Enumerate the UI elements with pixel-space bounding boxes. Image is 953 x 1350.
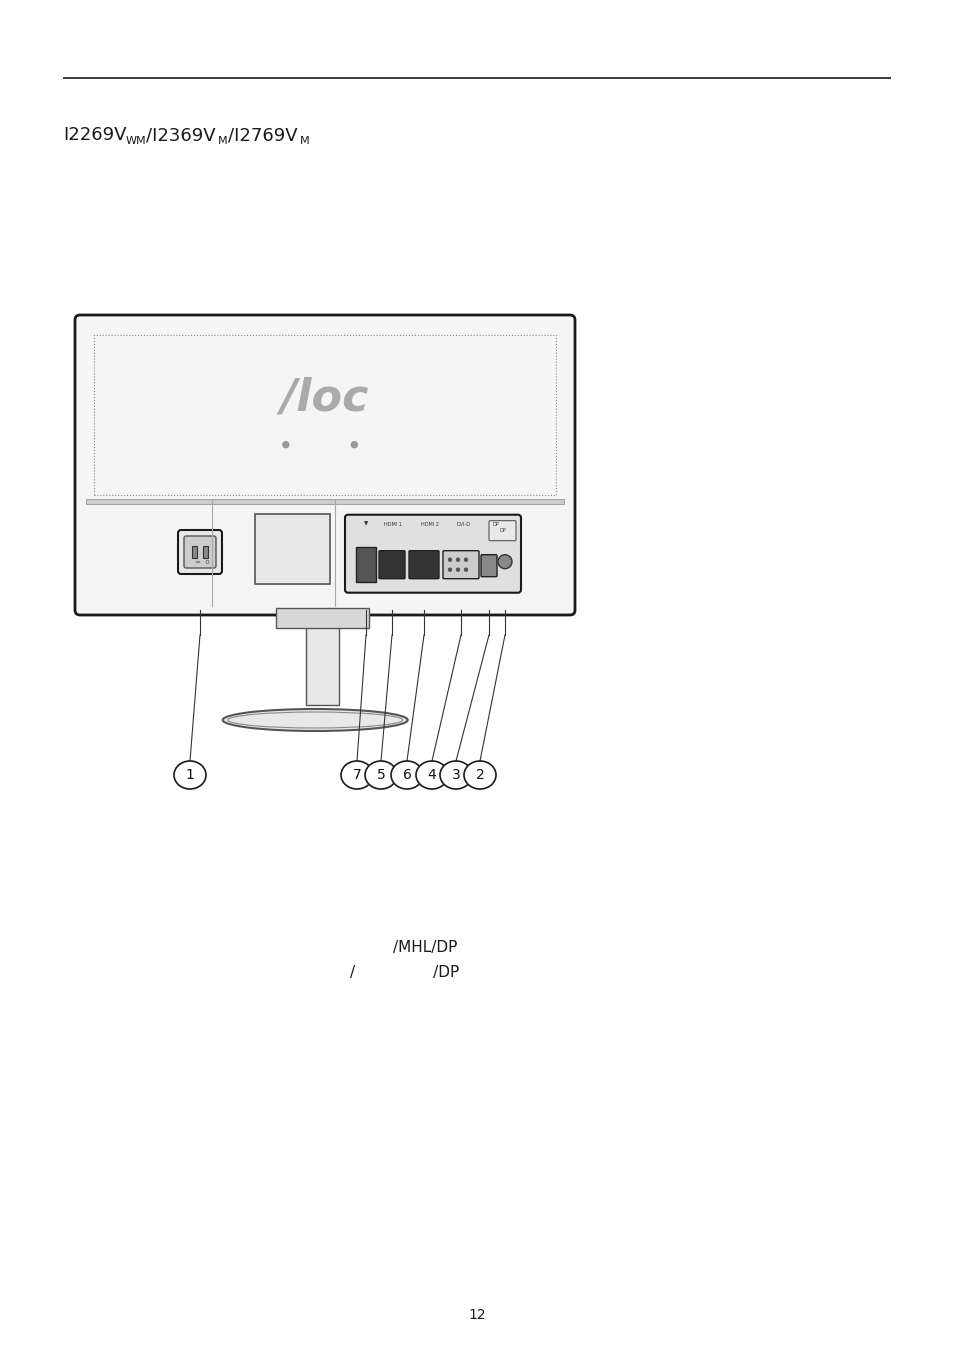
FancyBboxPatch shape: [480, 555, 497, 576]
Text: DP: DP: [492, 521, 498, 526]
Text: M: M: [299, 136, 310, 146]
Bar: [254, 514, 330, 585]
Bar: [86, 325, 563, 500]
Bar: [192, 545, 196, 558]
Text: M: M: [218, 136, 228, 146]
Text: 4: 4: [427, 768, 436, 782]
Text: /loc: /loc: [280, 377, 369, 420]
Ellipse shape: [439, 761, 472, 788]
Text: ▼: ▼: [363, 521, 368, 526]
FancyBboxPatch shape: [409, 551, 438, 579]
Circle shape: [448, 568, 451, 571]
Text: /I2369V: /I2369V: [146, 126, 215, 144]
Circle shape: [456, 568, 459, 571]
FancyBboxPatch shape: [378, 551, 405, 579]
Text: I2269V: I2269V: [63, 126, 127, 144]
Text: HDMI 2: HDMI 2: [420, 521, 438, 526]
Text: /                /DP: / /DP: [350, 965, 458, 980]
Text: 12: 12: [468, 1308, 485, 1322]
Text: 3: 3: [451, 768, 460, 782]
Bar: [305, 610, 339, 705]
Bar: [94, 335, 556, 495]
Bar: [86, 498, 563, 504]
FancyBboxPatch shape: [345, 514, 520, 593]
FancyBboxPatch shape: [442, 551, 478, 579]
Text: DP: DP: [499, 528, 506, 533]
Text: 7: 7: [353, 768, 361, 782]
Text: WM: WM: [126, 136, 147, 146]
FancyBboxPatch shape: [75, 315, 575, 616]
Circle shape: [456, 558, 459, 562]
Text: /MHL/DP: /MHL/DP: [393, 940, 456, 954]
Ellipse shape: [173, 761, 206, 788]
Circle shape: [464, 568, 467, 571]
Bar: [276, 608, 369, 628]
Ellipse shape: [416, 761, 448, 788]
Bar: [203, 545, 208, 558]
Ellipse shape: [391, 761, 422, 788]
Circle shape: [464, 558, 467, 562]
Ellipse shape: [222, 709, 407, 730]
Ellipse shape: [340, 761, 373, 788]
Ellipse shape: [365, 761, 396, 788]
Text: =  o: = o: [194, 559, 210, 566]
Circle shape: [497, 555, 512, 568]
FancyBboxPatch shape: [184, 536, 215, 568]
Circle shape: [351, 441, 357, 448]
Circle shape: [448, 558, 451, 562]
FancyBboxPatch shape: [489, 521, 516, 541]
Text: DVI-D: DVI-D: [456, 521, 471, 526]
Ellipse shape: [463, 761, 496, 788]
Text: 2: 2: [476, 768, 484, 782]
Text: 6: 6: [402, 768, 411, 782]
Circle shape: [282, 441, 289, 448]
FancyBboxPatch shape: [178, 531, 222, 574]
Text: HDMI 1: HDMI 1: [384, 521, 401, 526]
Circle shape: [282, 529, 289, 535]
Text: 5: 5: [376, 768, 385, 782]
Text: 1: 1: [186, 768, 194, 782]
Text: /I2769V: /I2769V: [228, 126, 297, 144]
Bar: [355, 547, 375, 582]
Circle shape: [351, 529, 357, 535]
